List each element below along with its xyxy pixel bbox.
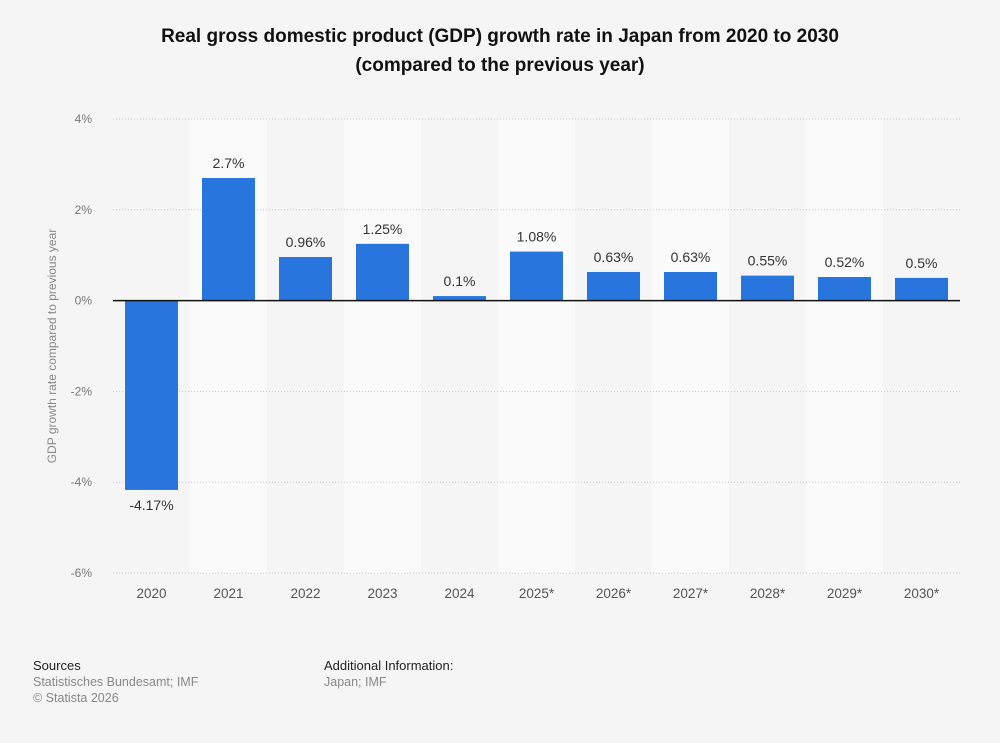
bar-2027* [664, 271, 717, 301]
data-label: 0.63% [594, 249, 634, 265]
data-label: 0.96% [286, 234, 326, 250]
column-band [498, 119, 575, 573]
bar-2020 [125, 300, 178, 490]
x-tick-label: 2030* [904, 586, 940, 601]
y-tick-label: 0% [75, 294, 93, 308]
bar-2023 [356, 243, 409, 301]
sources-text: Statistisches Bundesamt; IMF [33, 675, 199, 689]
y-axis-label: GDP growth rate compared to previous yea… [45, 229, 59, 464]
column-band [652, 119, 729, 573]
additional-text: Japan; IMF [324, 675, 387, 689]
column-band [344, 119, 421, 573]
y-tick-label: -4% [71, 475, 93, 489]
data-label: 0.63% [671, 249, 711, 265]
title-line-1: Real gross domestic product (GDP) growth… [161, 26, 839, 47]
bar-2030* [895, 277, 948, 301]
x-tick-label: 2020 [136, 586, 166, 601]
bar-2024 [433, 296, 486, 301]
column-band [806, 119, 883, 573]
sources-block: Sources Statistisches Bundesamt; IMF © S… [33, 658, 198, 706]
y-tick-label: 2% [75, 203, 93, 217]
x-tick-label: 2028* [750, 586, 786, 601]
data-label: 1.25% [363, 221, 403, 237]
x-tick-label: 2027* [673, 586, 709, 601]
y-tick-label: 4% [75, 112, 93, 126]
data-label: 0.1% [444, 273, 476, 289]
y-tick-label: -2% [71, 384, 93, 398]
data-label: 2.7% [213, 155, 245, 171]
bar-2029* [818, 276, 871, 301]
bar-2021 [202, 178, 255, 301]
x-tick-label: 2029* [827, 586, 863, 601]
bar-chart: 4% 2% 0% -2% -4% -6% GDP growth rate compared … [45, 112, 960, 601]
data-label: 0.52% [825, 254, 865, 270]
sources-heading: Sources [33, 658, 81, 673]
x-tick-label: 2026* [596, 586, 632, 601]
x-tick-label: 2023 [367, 586, 397, 601]
y-tick-label: -6% [71, 566, 93, 580]
bar-2022 [279, 257, 332, 301]
chart-title: Real gross domestic product (GDP) growth… [0, 22, 1000, 80]
x-tick-label: 2021 [213, 586, 243, 601]
data-label: 0.55% [748, 253, 788, 269]
copyright: © Statista 2026 [33, 691, 119, 705]
data-label: 0.5% [906, 255, 938, 271]
bar-2028* [741, 275, 794, 301]
data-label: 1.08% [517, 229, 557, 245]
x-tick-label: 2022 [290, 586, 320, 601]
bar-2026* [587, 271, 640, 301]
bar-2025* [510, 251, 563, 301]
additional-heading: Additional Information: [324, 658, 454, 673]
data-label: -4.17% [129, 497, 173, 513]
additional-info-block: Additional Information: Japan; IMF [324, 658, 453, 690]
x-tick-label: 2024 [444, 586, 475, 601]
title-line-2: (compared to the previous year) [355, 55, 645, 76]
x-tick-label: 2025* [519, 586, 555, 601]
